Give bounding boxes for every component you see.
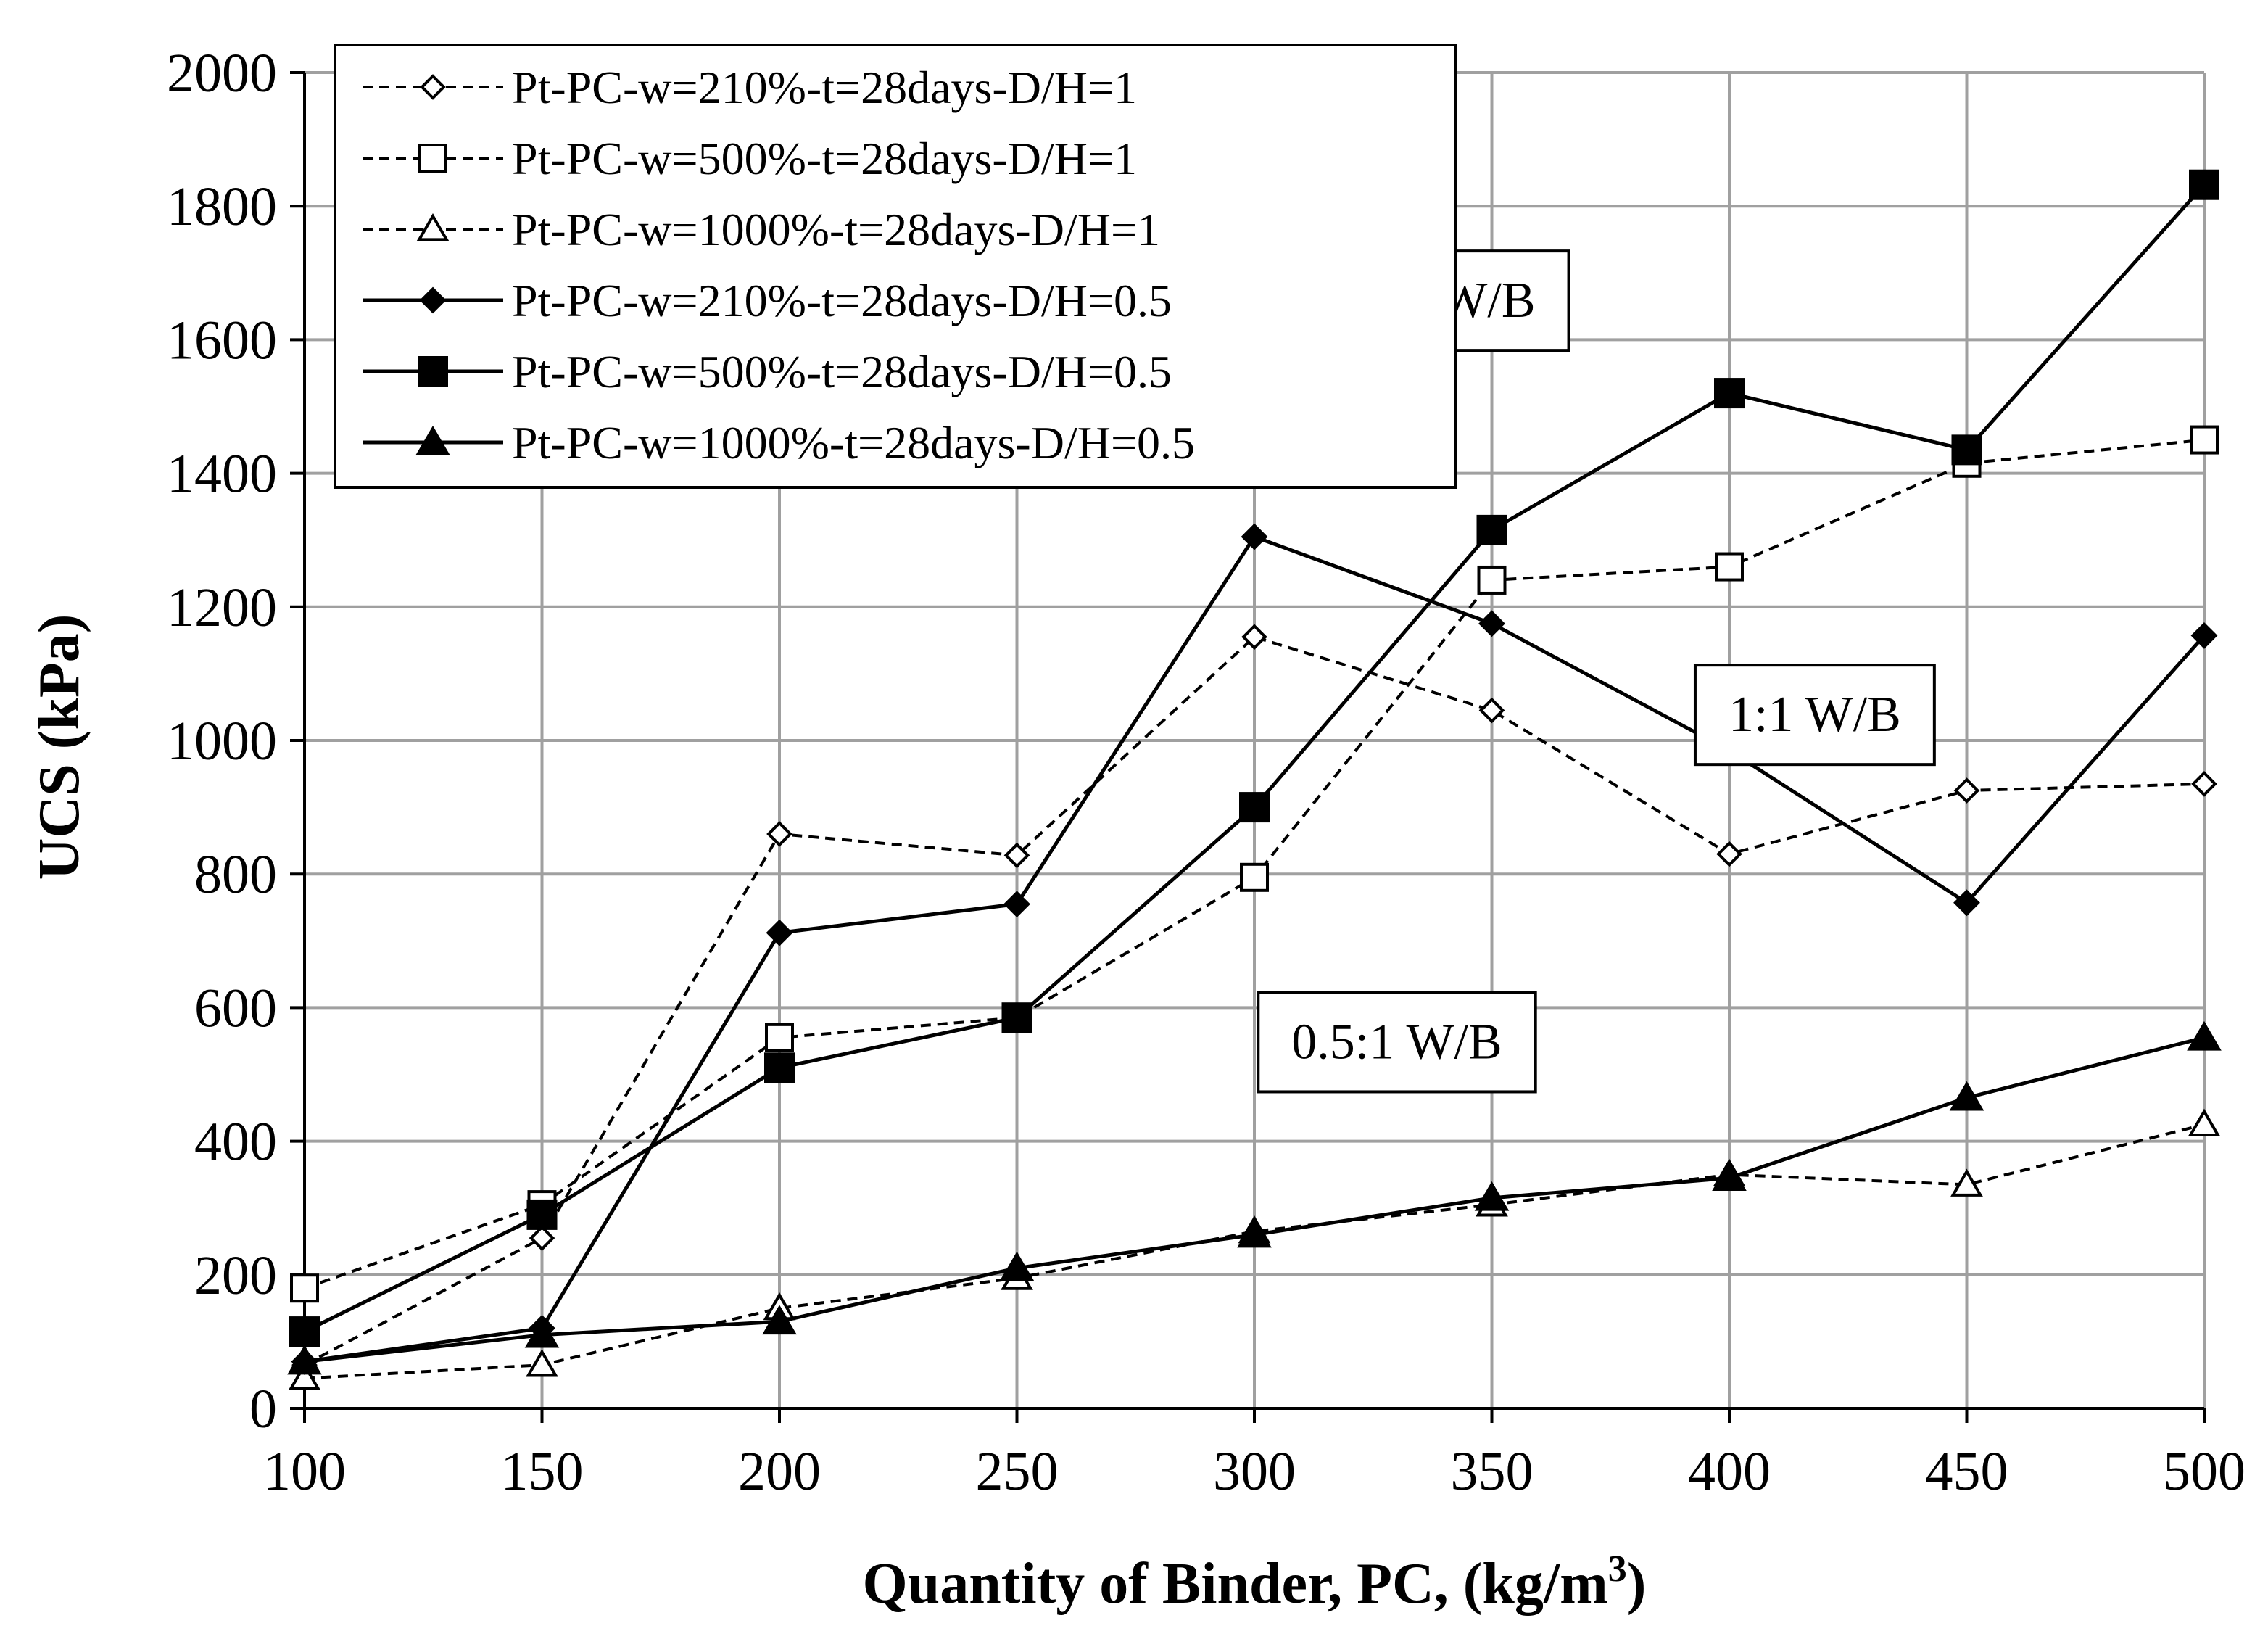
series-1-point-300	[1241, 624, 1267, 651]
series-layer	[287, 169, 2222, 1390]
annotation-3: 0.5:1 W/B	[1257, 991, 1537, 1094]
series-4-point-300	[1241, 523, 1268, 550]
series-6-point-500	[2187, 1020, 2222, 1051]
legend-marker-1	[420, 74, 446, 100]
x-axis-title: Quantity of Binder, PC, (kg/m3)	[863, 1548, 1647, 1616]
legend-label-6: Pt-PC-w=1000%-t=28days-D/H=0.5	[512, 417, 1195, 468]
legend-marker-4	[419, 286, 447, 314]
x-tick-label-350: 350	[1451, 1441, 1534, 1502]
legend-label-3: Pt-PC-w=1000%-t=28days-D/H=1	[512, 204, 1160, 255]
series-5-point-250	[1001, 1002, 1032, 1033]
series-4-point-200	[766, 919, 793, 946]
legend-item-2: Pt-PC-w=500%-t=28days-D/H=1	[363, 133, 1137, 184]
y-tick-label-1000: 1000	[167, 711, 277, 772]
series-4-point-450	[1953, 889, 1980, 917]
series-3-point-150	[526, 1349, 558, 1377]
series-1-point-450	[1953, 777, 1980, 804]
legend-label-1: Pt-PC-w=210%-t=28days-D/H=1	[512, 62, 1137, 113]
axes: 0 200 400 600 800 1000 1200 1400 1600 1800 2000 100…	[167, 43, 2246, 1502]
annotation-2: 1:1 W/B	[1693, 664, 1936, 767]
x-tick-label-450: 450	[1926, 1441, 2008, 1502]
x-tick-label-250: 250	[976, 1441, 1059, 1502]
annotation-text-2: 1:1 W/B	[1729, 687, 1901, 743]
annotation-box-2	[1693, 664, 1936, 767]
series-6-point-150	[524, 1318, 560, 1348]
series-2-point-400	[1715, 552, 1744, 582]
series-6-point-400	[1712, 1161, 1747, 1192]
series-4-point-500	[2190, 622, 2218, 649]
legend-marker-6	[415, 426, 450, 455]
series-2-point-350	[1477, 565, 1507, 595]
series-5-point-200	[764, 1052, 795, 1083]
series-6-point-250	[999, 1251, 1035, 1281]
series-line-1	[304, 635, 2205, 1366]
legend-item-4: Pt-PC-w=210%-t=28days-D/H=0.5	[363, 275, 1172, 326]
legend-item-1: Pt-PC-w=210%-t=28days-D/H=1	[363, 62, 1137, 113]
y-axis-title: UCS (kPa)	[28, 614, 91, 880]
legend-label-5: Pt-PC-w=500%-t=28days-D/H=0.5	[512, 346, 1172, 397]
series-5	[289, 169, 2219, 1347]
series-6-point-100	[287, 1345, 322, 1375]
series-6-point-450	[1949, 1081, 1984, 1111]
series-4-point-350	[1478, 610, 1505, 637]
series-3-point-100	[288, 1362, 321, 1390]
series-6-point-200	[762, 1305, 797, 1335]
legend-item-5: Pt-PC-w=500%-t=28days-D/H=0.5	[363, 346, 1172, 397]
series-6-point-300	[1237, 1218, 1272, 1248]
series-2-point-100	[290, 1273, 319, 1303]
legend-marker-3	[416, 213, 450, 241]
y-tick-label-1800: 1800	[167, 176, 277, 237]
series-1-point-400	[1716, 841, 1742, 867]
series-6	[287, 1020, 2222, 1375]
series-line-3	[304, 1123, 2205, 1380]
series-2-point-300	[1240, 862, 1269, 892]
x-tick-label-300: 300	[1213, 1441, 1296, 1502]
x-tick-label-400: 400	[1688, 1441, 1771, 1502]
series-5-point-400	[1714, 378, 1745, 409]
y-tick-label-200: 200	[194, 1245, 277, 1306]
legend: Pt-PC-w=210%-t=28days-D/H=1 Pt-PC-w=500%-…	[334, 44, 1457, 489]
series-3-point-500	[2188, 1108, 2221, 1136]
y-tick-label-400: 400	[194, 1112, 277, 1173]
series-2-point-500	[2190, 425, 2219, 455]
x-tick-label-100: 100	[263, 1441, 346, 1502]
series-5-point-100	[289, 1316, 320, 1347]
y-tick-label-2000: 2000	[167, 43, 277, 104]
y-tick-label-600: 600	[194, 978, 277, 1039]
y-tick-label-1600: 1600	[167, 310, 277, 371]
y-tick-label-1400: 1400	[167, 444, 277, 505]
legend-label-4: Pt-PC-w=210%-t=28days-D/H=0.5	[512, 275, 1172, 326]
legend-item-6: Pt-PC-w=1000%-t=28days-D/H=0.5	[363, 417, 1195, 468]
series-5-point-450	[1951, 434, 1982, 466]
annotation-box-3	[1257, 991, 1537, 1094]
series-5-point-350	[1476, 514, 1507, 545]
y-tick-label-0: 0	[249, 1379, 277, 1440]
legend-box	[334, 44, 1457, 489]
series-2-point-200	[765, 1023, 794, 1052]
series-3-point-450	[1950, 1168, 1983, 1197]
series-6-point-350	[1474, 1181, 1510, 1211]
x-tick-label-150: 150	[501, 1441, 584, 1502]
legend-item-3: Pt-PC-w=1000%-t=28days-D/H=1	[363, 204, 1160, 255]
annotation-text-3: 0.5:1 W/B	[1291, 1014, 1502, 1070]
series-1-point-500	[2191, 771, 2217, 797]
y-tick-label-800: 800	[194, 844, 277, 905]
legend-marker-2	[418, 144, 447, 173]
legend-marker-5	[418, 356, 448, 387]
y-tick-label-1200: 1200	[167, 577, 277, 638]
series-1-point-350	[1478, 697, 1505, 724]
series-5-point-500	[2189, 169, 2219, 200]
series-5-point-150	[526, 1199, 558, 1230]
series-4-point-250	[1003, 891, 1030, 918]
series-5-point-300	[1239, 792, 1270, 823]
series-1-point-200	[766, 821, 792, 847]
series-1-point-150	[529, 1225, 555, 1251]
series-1-point-250	[1003, 842, 1030, 869]
x-tick-label-500: 500	[2163, 1441, 2246, 1502]
legend-label-2: Pt-PC-w=500%-t=28days-D/H=1	[512, 133, 1137, 184]
x-tick-label-200: 200	[738, 1441, 821, 1502]
